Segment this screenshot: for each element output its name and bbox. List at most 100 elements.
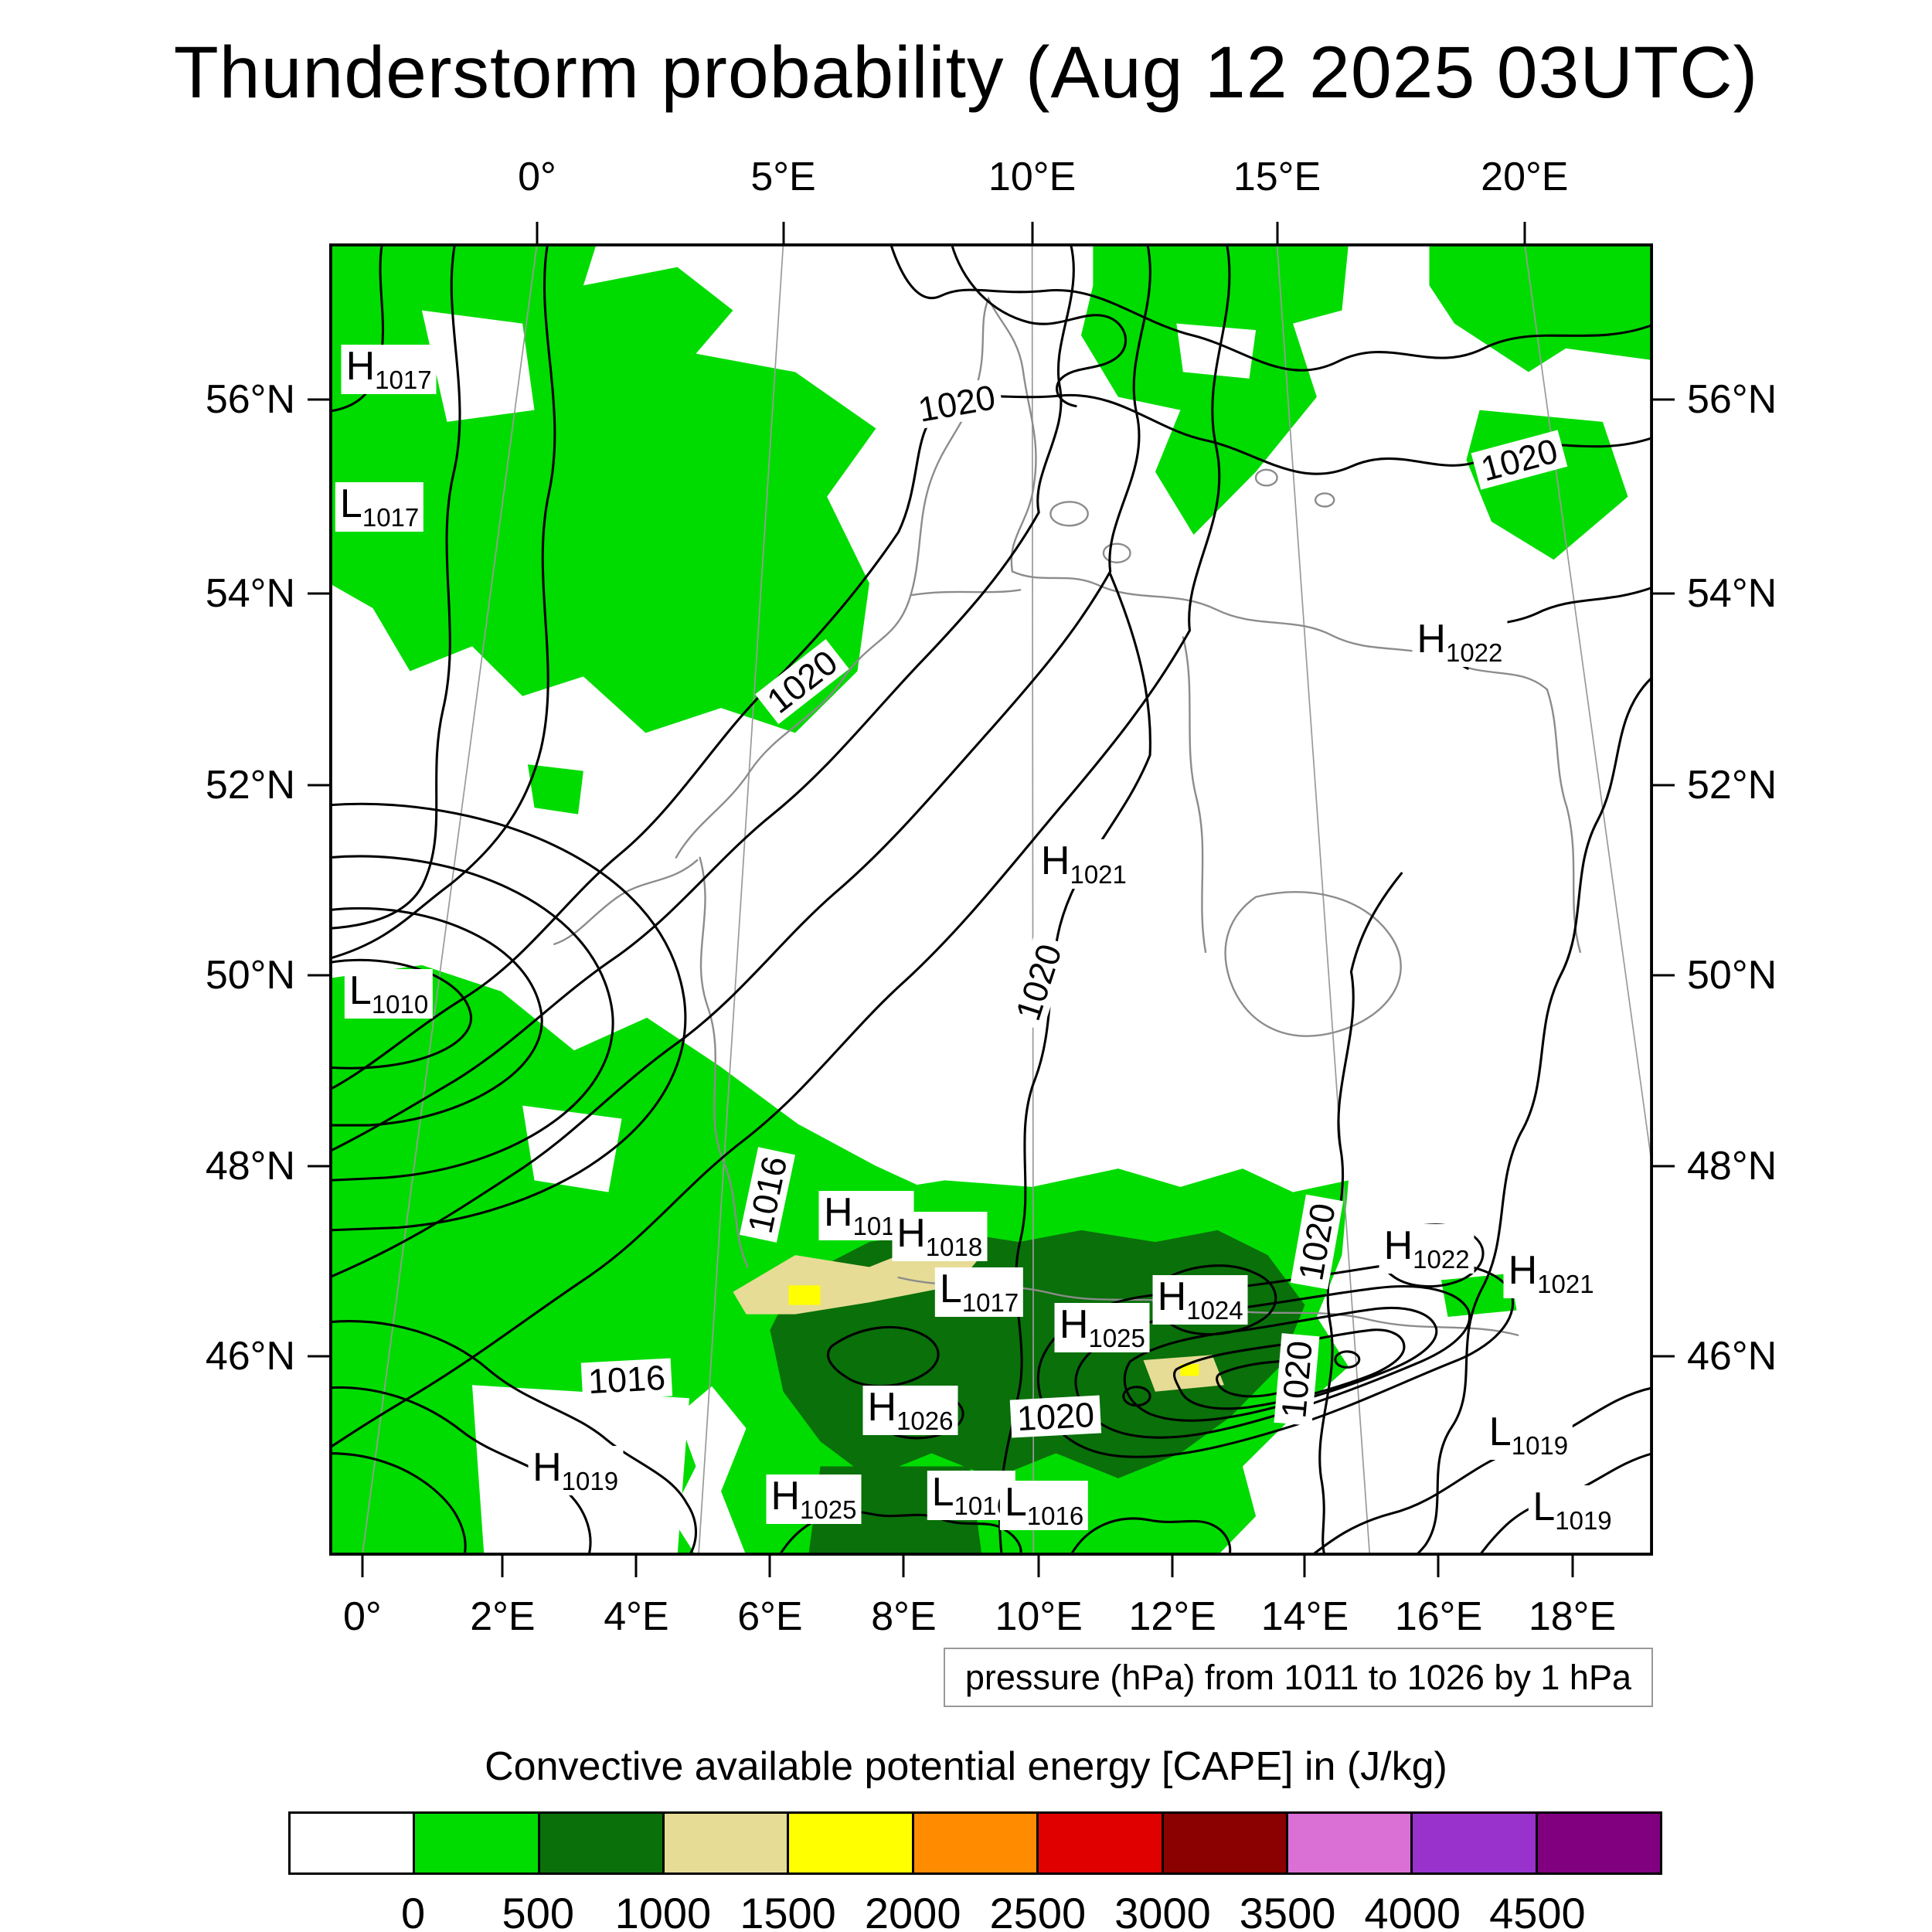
pressure-center-letter: L	[931, 1469, 954, 1515]
pressure-center-H1022: H1022	[1379, 1223, 1475, 1274]
pressure-center-letter: H	[1508, 1247, 1538, 1293]
bottom-axis-label: 14°E	[1260, 1594, 1349, 1639]
bottom-axis-label: 18°E	[1528, 1594, 1617, 1639]
colorbar-cell	[662, 1814, 787, 1872]
right-axis-label: 50°N	[1687, 953, 1777, 998]
page-title: Thunderstorm probability (Aug 12 2025 03…	[173, 32, 1759, 114]
top-axis-label: 15°E	[1233, 155, 1321, 199]
pressure-center-value: 1019	[1511, 1430, 1569, 1460]
bottom-axis-tick	[501, 1556, 504, 1577]
bottom-axis-label: 8°E	[871, 1594, 937, 1639]
pressure-center-letter: H	[1059, 1301, 1089, 1347]
pressure-center-H1021: H1021	[1503, 1247, 1599, 1298]
right-axis-label: 48°N	[1687, 1143, 1777, 1189]
cape-hole	[522, 1105, 622, 1192]
pressure-center-value: 1019	[561, 1466, 619, 1495]
left-axis-label: 54°N	[205, 571, 295, 617]
cape-colorbar	[288, 1811, 1662, 1875]
pressure-center-value: 1017	[375, 366, 432, 394]
colorbar-cell	[291, 1814, 413, 1872]
top-axis-tick	[1031, 222, 1034, 243]
pressure-center-letter: H	[345, 344, 376, 389]
graticule-layer	[361, 243, 1653, 1556]
top-axis-tick	[1523, 222, 1526, 243]
map-canvas	[329, 243, 1653, 1556]
colorbar-cell	[1410, 1814, 1536, 1872]
pressure-center-H1019: H1019	[528, 1444, 624, 1495]
left-axis-tick	[308, 974, 329, 977]
pressure-center-letter: H	[823, 1190, 853, 1236]
colorbar-tick-label: 0	[401, 1889, 426, 1932]
pressure-center-value: 1019	[1555, 1505, 1612, 1535]
pressure-center-L1017: L1017	[934, 1266, 1024, 1317]
colorbar-cell	[537, 1814, 663, 1872]
left-axis-tick	[308, 1355, 329, 1358]
top-axis-label: 10°E	[988, 155, 1077, 199]
colorbar-tick-label: 3000	[1114, 1889, 1211, 1932]
bottom-axis-tick	[361, 1556, 364, 1577]
isobar-label: 1020	[1274, 1333, 1320, 1427]
colorbar-cell	[1161, 1814, 1286, 1872]
top-axis-label: 5°E	[750, 155, 816, 199]
pressure-center-H1024: H1024	[1152, 1274, 1248, 1325]
bottom-axis-tick	[634, 1556, 638, 1577]
pressure-center-value: 1025	[800, 1495, 857, 1524]
top-axis-tick	[1276, 222, 1278, 243]
cape-region	[1080, 243, 1349, 535]
colorbar-tick-label: 2500	[989, 1889, 1087, 1932]
pressure-center-value: 1026	[896, 1406, 954, 1435]
pressure-center-letter: H	[867, 1384, 897, 1430]
bottom-axis-tick	[1437, 1556, 1440, 1577]
colorbar-tick-label: 2000	[864, 1889, 961, 1932]
colorbar-tick-label: 4500	[1489, 1889, 1586, 1932]
colorbar-cell	[1535, 1814, 1660, 1872]
pressure-center-letter: H	[770, 1473, 801, 1519]
pressure-center-L1016: L1016	[999, 1481, 1089, 1531]
right-axis-tick	[1653, 1165, 1675, 1168]
right-axis-tick	[1653, 1355, 1675, 1358]
pressure-center-value: 1021	[1537, 1269, 1594, 1298]
right-axis-label: 56°N	[1687, 377, 1777, 423]
top-axis-label: 0°	[518, 155, 556, 199]
pressure-center-L1017: L1017	[335, 481, 424, 532]
right-axis-tick	[1653, 974, 1675, 977]
pressure-center-letter: L	[939, 1266, 962, 1311]
colorbar-tick-label: 4000	[1364, 1889, 1461, 1932]
left-axis-label: 52°N	[205, 763, 295, 808]
pressure-center-value: 1010	[371, 990, 429, 1019]
right-axis-tick	[1653, 784, 1675, 787]
isobar-label: 1016	[581, 1358, 673, 1402]
top-axis-tick	[782, 222, 785, 243]
bottom-axis-tick	[768, 1556, 771, 1577]
left-axis-label: 48°N	[205, 1143, 295, 1189]
pressure-center-letter: L	[1488, 1409, 1512, 1454]
pressure-center-value: 1016	[1026, 1502, 1084, 1531]
colorbar-tick-label: 1500	[740, 1889, 836, 1932]
pressure-center-value: 1024	[1186, 1295, 1243, 1325]
right-axis-label: 52°N	[1687, 763, 1777, 808]
pressure-center-letter: L	[1532, 1484, 1556, 1529]
map-frame	[329, 243, 1653, 1556]
pressure-center-value: 1021	[1070, 860, 1127, 889]
pressure-center-H1026: H1026	[862, 1384, 958, 1435]
cape-region-yellow	[1180, 1364, 1199, 1376]
pressure-center-letter: H	[532, 1444, 562, 1490]
pressure-center-letter: L	[339, 481, 362, 527]
pressure-center-letter: H	[1040, 838, 1070, 884]
pressure-center-H1017: H1017	[341, 344, 437, 394]
colorbar-cell	[413, 1814, 538, 1872]
top-axis-tick	[536, 222, 539, 243]
bottom-axis-label: 0°	[342, 1594, 382, 1639]
colorbar-tick-label: 3500	[1239, 1889, 1336, 1932]
pressure-center-L1010: L1010	[344, 969, 434, 1019]
cape-region	[527, 764, 583, 815]
pressure-center-L1019: L1019	[1484, 1409, 1573, 1460]
colorbar-tick-label: 500	[502, 1889, 574, 1932]
cape-legend-title: Convective available potential energy [C…	[485, 1744, 1447, 1789]
pressure-center-value: 1022	[1445, 638, 1503, 668]
bottom-axis-tick	[1037, 1556, 1040, 1577]
pressure-center-H1021: H1021	[1036, 839, 1131, 889]
left-axis-label: 46°N	[205, 1333, 295, 1379]
left-axis-label: 56°N	[205, 377, 295, 423]
